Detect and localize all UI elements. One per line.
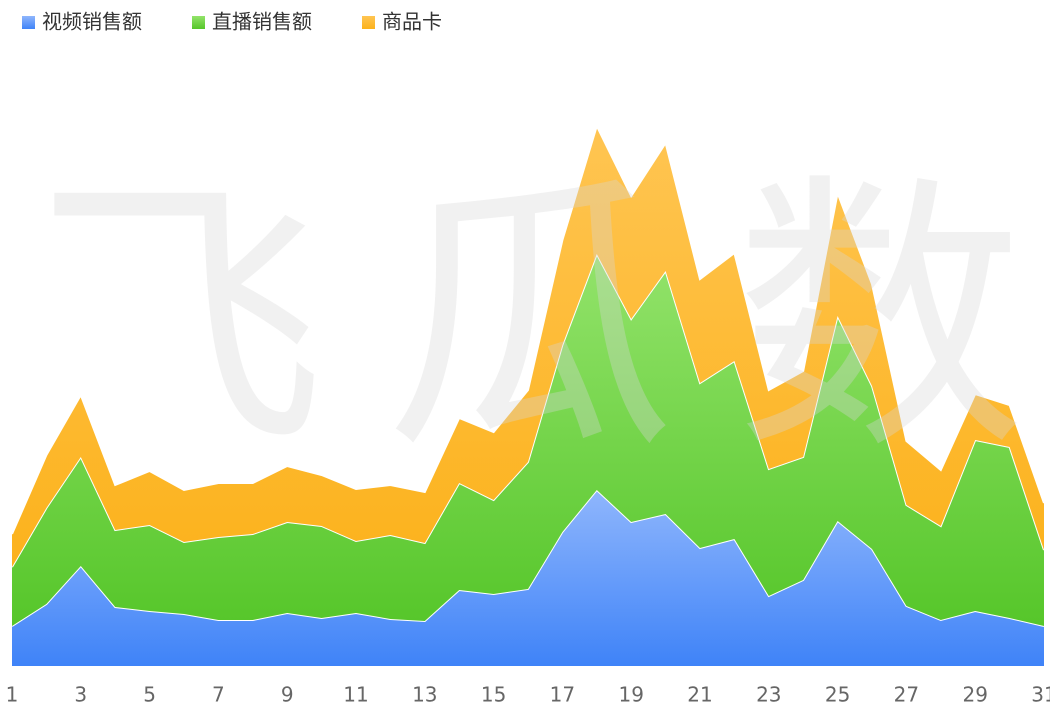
x-tick-label: 5	[143, 683, 156, 707]
legend-label: 视频销售额	[42, 10, 142, 34]
legend-label: 商品卡	[382, 10, 442, 34]
x-tick-label: 1	[6, 683, 19, 707]
x-tick-label: 23	[756, 683, 781, 707]
legend-swatch	[192, 16, 205, 29]
area	[12, 126, 1044, 567]
x-tick-label: 21	[687, 683, 712, 707]
legend-label: 直播销售额	[212, 10, 312, 34]
x-tick-label: 17	[550, 683, 575, 707]
x-tick-label: 3	[74, 683, 87, 707]
watermark: 飞瓜数	[35, 151, 1050, 488]
x-tick-label: 7	[212, 683, 225, 707]
x-tick-label: 31	[1031, 683, 1050, 707]
legend-swatch	[22, 16, 35, 29]
area-line	[11, 123, 1045, 535]
x-tick-label: 19	[618, 683, 643, 707]
x-tick-label: 13	[412, 683, 437, 707]
x-tick-label: 25	[825, 683, 850, 707]
area	[12, 490, 1044, 666]
x-tick-label: 27	[894, 683, 919, 707]
legend-swatch	[362, 16, 375, 29]
x-tick-label: 29	[962, 683, 987, 707]
x-tick-label: 9	[281, 683, 294, 707]
x-tick-label: 11	[343, 683, 368, 707]
area	[12, 254, 1044, 626]
x-tick-label: 15	[481, 683, 506, 707]
